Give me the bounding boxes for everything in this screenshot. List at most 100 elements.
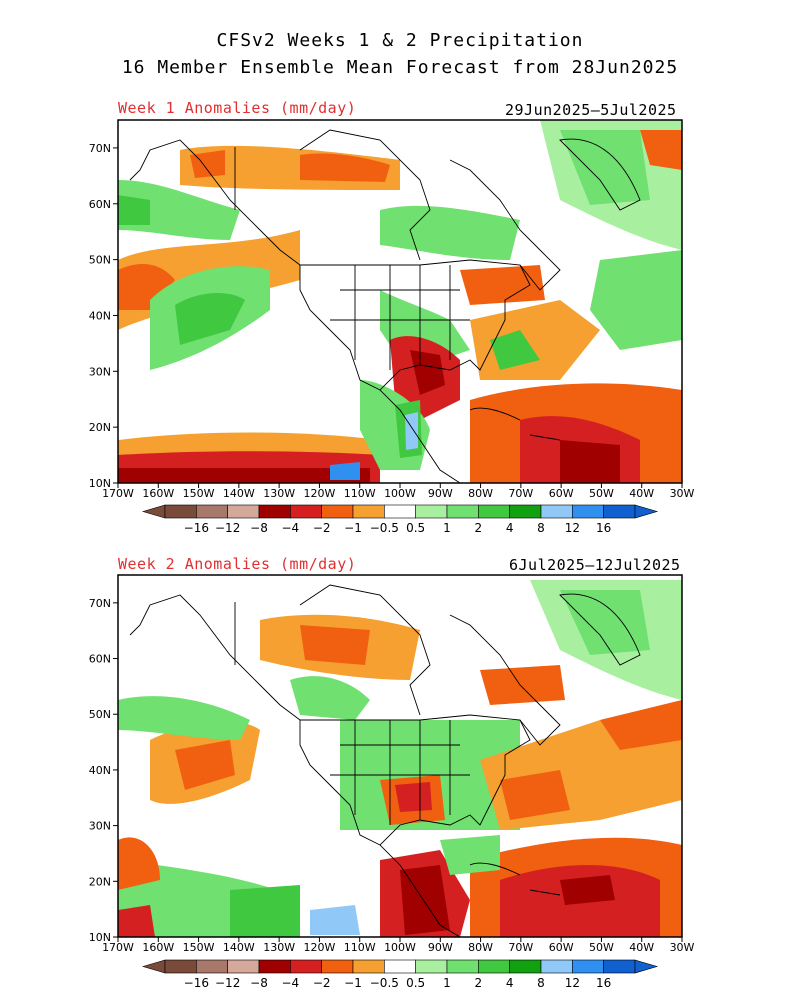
- lat-tick-label: 10N: [89, 477, 111, 490]
- week1-outlines: [129, 129, 641, 484]
- lon-tick-label: 150W: [183, 941, 215, 954]
- lon-tick-label: 80W: [468, 941, 493, 954]
- lon-tick-label: 120W: [303, 941, 335, 954]
- lon-tick-label: 170W: [102, 941, 134, 954]
- lon-tick-label: 100W: [384, 941, 416, 954]
- lat-tick-label: 10N: [89, 931, 111, 944]
- colorbar-label: −2: [313, 976, 331, 990]
- lat-tick-label: 40N: [89, 764, 111, 777]
- colorbar-segment: [509, 959, 542, 974]
- lon-tick-label: 150W: [183, 487, 215, 500]
- lat-tick-label: 50N: [89, 708, 111, 721]
- colorbar-segment: [164, 959, 197, 974]
- colorbar-label: 8: [537, 976, 545, 990]
- colorbar-label: −1: [344, 521, 362, 535]
- colorbar-label: −8: [250, 976, 268, 990]
- lon-tick-label: 60W: [549, 487, 574, 500]
- colorbar-segment: [258, 959, 291, 974]
- colorbar-label: 0.5: [406, 521, 425, 535]
- colorbar-label: 16: [596, 976, 611, 990]
- colorbar-label: 1: [443, 521, 451, 535]
- lat-tick-label: 40N: [89, 309, 111, 322]
- lat-tick-label: 30N: [89, 365, 111, 378]
- lat-tick-label: 60N: [89, 653, 111, 666]
- lon-tick-label: 100W: [384, 487, 416, 500]
- week2-outlines: [129, 584, 641, 938]
- colorbar-label: −12: [215, 521, 240, 535]
- lon-tick-label: 110W: [344, 487, 376, 500]
- colorbar-label: 4: [506, 976, 514, 990]
- colorbar-label: −4: [281, 976, 299, 990]
- colorbar-label: −4: [281, 521, 299, 535]
- lat-tick-label: 70N: [89, 142, 111, 155]
- lon-tick-label: 40W: [629, 487, 654, 500]
- lon-tick-label: 140W: [223, 941, 255, 954]
- colorbar-segment: [352, 959, 385, 974]
- lon-tick-label: 40W: [629, 941, 654, 954]
- colorbar-label: −16: [184, 521, 209, 535]
- lon-tick-label: 90W: [428, 941, 453, 954]
- lon-tick-label: 160W: [142, 941, 174, 954]
- lon-tick-label: 110W: [344, 941, 376, 954]
- week1-anomaly-field: [118, 120, 682, 483]
- colorbar-label: 0.5: [406, 976, 425, 990]
- colorbar-segment: [603, 959, 636, 974]
- colorbar-right-arrow: [634, 959, 659, 974]
- colorbar-left-arrow: [141, 959, 166, 974]
- colorbar-label: −0.5: [370, 521, 399, 535]
- colorbar-segment: [384, 959, 416, 974]
- colorbar-right-arrow: [634, 504, 659, 519]
- lat-tick-label: 30N: [89, 820, 111, 833]
- colorbar-label: −2: [313, 521, 331, 535]
- colorbar-label: 12: [565, 976, 580, 990]
- lon-tick-label: 70W: [508, 487, 533, 500]
- lon-tick-label: 50W: [589, 941, 614, 954]
- lon-tick-label: 70W: [508, 941, 533, 954]
- lon-tick-label: 120W: [303, 487, 335, 500]
- lon-tick-label: 130W: [263, 941, 295, 954]
- lon-tick-label: 30W: [670, 941, 695, 954]
- week1-period: 29Jun2025—5Jul2025: [505, 101, 677, 119]
- week1-label: Week 1 Anomalies (mm/day): [118, 99, 357, 117]
- colorbar-label: 4: [506, 521, 514, 535]
- colorbar-label: −0.5: [370, 976, 399, 990]
- colorbar-segment: [540, 959, 573, 974]
- chart-title-line2: 16 Member Ensemble Mean Forecast from 28…: [121, 57, 679, 78]
- colorbar-segment: [446, 959, 479, 974]
- colorbar-segment: [572, 959, 604, 974]
- colorbar-segment: [290, 959, 322, 974]
- lon-tick-label: 170W: [102, 487, 134, 500]
- week2-colorbar: −16 −12 −8 −4 −2 −1 −0.5 0.5 1 2 4 8 12 16: [141, 959, 659, 990]
- lon-tick-label: 60W: [549, 941, 574, 954]
- lon-tick-label: 90W: [428, 487, 453, 500]
- lon-tick-label: 140W: [223, 487, 255, 500]
- colorbar-segment: [227, 959, 260, 974]
- lat-tick-label: 60N: [89, 198, 111, 211]
- colorbar-label: 2: [475, 976, 483, 990]
- week2-anomaly-field: [118, 575, 682, 937]
- colorbar-label: 2: [475, 521, 483, 535]
- lon-tick-label: 80W: [468, 487, 493, 500]
- colorbar-label: −16: [184, 976, 209, 990]
- colorbar-label: 16: [596, 521, 611, 535]
- colorbar-label: 1: [443, 976, 451, 990]
- lon-tick-label: 50W: [589, 487, 614, 500]
- week1-colorbar: −16 −12 −8 −4 −2 −1 −0.5 0.5 1 2 4 8 12 16: [141, 504, 659, 535]
- colorbar-segment: [196, 959, 228, 974]
- colorbar-segment: [478, 959, 510, 974]
- lon-tick-label: 160W: [142, 487, 174, 500]
- lat-tick-label: 20N: [89, 421, 111, 434]
- colorbar-segment: [321, 959, 354, 974]
- lat-tick-label: 50N: [89, 254, 111, 267]
- colorbar-segment: [415, 959, 448, 974]
- chart-title-line1: CFSv2 Weeks 1 & 2 Precipitation: [216, 30, 584, 51]
- colorbar-label: −8: [250, 521, 268, 535]
- colorbar-label: 12: [565, 521, 580, 535]
- colorbar-label: −12: [215, 976, 240, 990]
- lat-tick-label: 70N: [89, 597, 111, 610]
- week2-period: 6Jul2025—12Jul2025: [509, 556, 681, 574]
